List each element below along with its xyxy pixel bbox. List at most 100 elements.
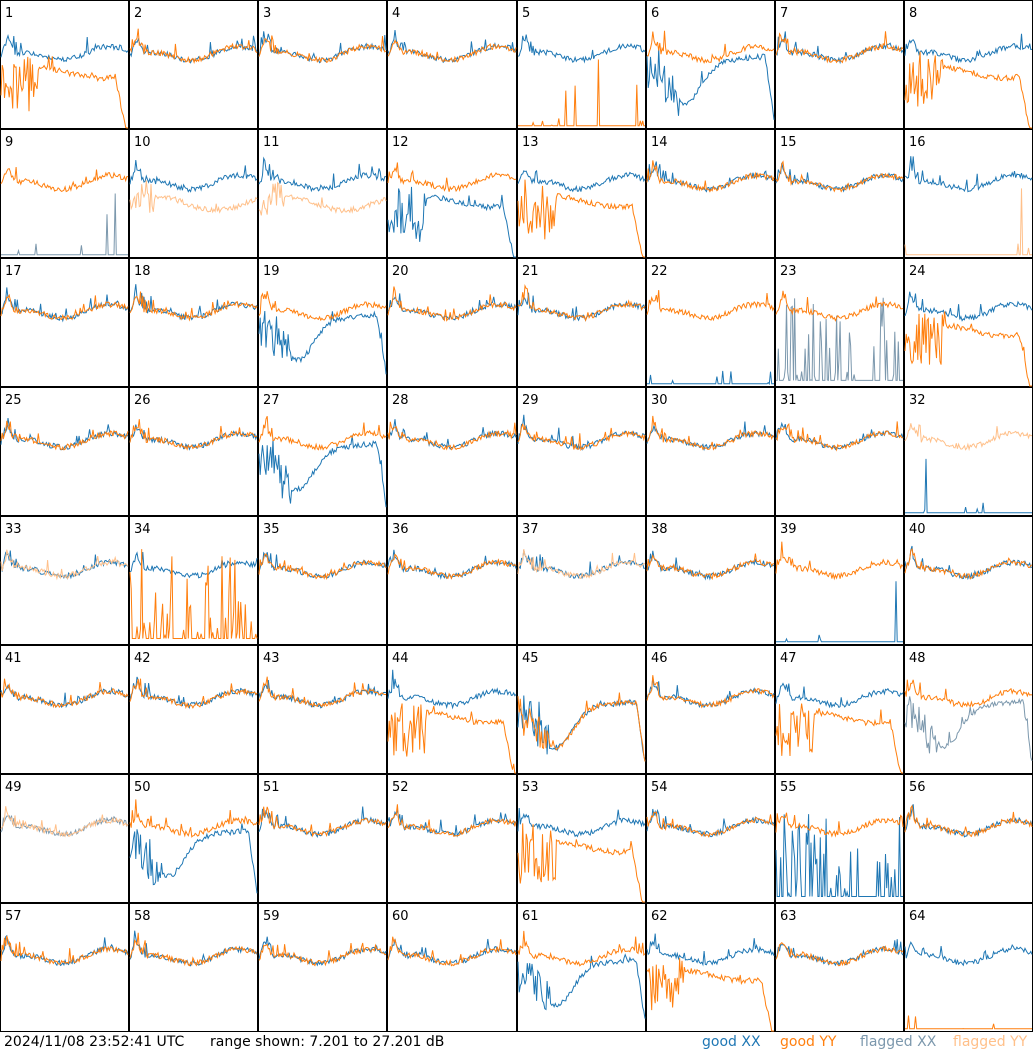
tile-label: 25 [5,393,22,408]
tile-frame [387,0,517,129]
tile-frame [387,645,517,774]
series-line-good-yy [129,549,258,639]
tile-frame [646,645,775,774]
tile-frame [775,903,904,1032]
series-line-good-yy [258,416,387,451]
antenna-tile-3: 3 [258,0,387,129]
antenna-tile-63: 63 [775,903,904,1032]
tile-label: 54 [651,780,668,795]
series-line-good-yy [258,35,387,64]
antenna-tile-56: 56 [904,774,1033,903]
tile-frame [129,0,258,129]
antenna-tile-17: 17 [0,258,129,387]
series-line-good-yy [904,547,1033,580]
antenna-tile-11: 11 [258,129,387,258]
tile-label: 24 [909,264,926,279]
series-line-good-yy [775,703,903,774]
series-line-flagged-xx [1,193,128,256]
series-line-good-yy [646,553,775,580]
series-line-good-xx [387,669,517,710]
antenna-tile-30: 30 [646,387,775,516]
tile-label: 41 [5,651,22,666]
tile-label: 58 [134,909,151,924]
series-line-good-yy [258,942,387,967]
tile-frame [517,774,646,903]
antenna-tile-26: 26 [129,387,258,516]
legend-flagged-xx: flagged XX [860,1034,937,1050]
tile-label: 33 [5,522,22,537]
series-line-good-xx [904,33,1033,64]
antenna-tile-37: 37 [517,516,646,645]
series-line-good-yy [517,179,645,258]
footer-bar: 2024/11/08 23:52:41 UTC range shown: 7.2… [0,1032,1033,1053]
tile-label: 61 [522,909,539,924]
series-line-good-yy [129,28,258,64]
series-line-good-yy [775,812,904,838]
tile-frame [646,0,775,129]
antenna-tile-43: 43 [258,645,387,774]
tile-label: 50 [134,780,151,795]
tile-label: 62 [651,909,668,924]
series-line-good-yy [387,421,517,451]
series-line-good-yy [129,419,258,451]
tile-frame [258,258,387,387]
series-line-good-yy [387,553,517,580]
tile-frame [517,0,646,129]
tile-frame [258,903,387,1032]
antenna-tile-20: 20 [387,258,517,387]
tile-frame [258,774,387,903]
tile-label: 1 [5,6,13,21]
antenna-tile-21: 21 [517,258,646,387]
series-line-good-xx [258,156,386,193]
tile-label: 14 [651,135,668,150]
series-line-good-yy [775,421,903,452]
tile-label: 21 [522,264,539,279]
series-line-flagged-xx [776,297,903,382]
tile-label: 16 [909,135,926,150]
series-line-good-xx [904,941,1033,967]
antenna-tile-57: 57 [0,903,129,1032]
tile-label: 29 [522,393,539,408]
tile-frame [129,387,258,516]
tile-label: 52 [392,780,409,795]
series-line-good-xx [258,435,387,508]
series-line-good-xx [129,823,258,894]
antenna-tile-2: 2 [129,0,258,129]
antenna-tile-44: 44 [387,645,517,774]
tile-label: 39 [780,522,797,537]
series-line-good-xx [387,419,517,450]
antenna-tile-64: 64 [904,903,1033,1032]
series-line-good-yy [258,553,387,581]
series-line-good-yy [904,51,1032,129]
antenna-tile-1: 1 [0,0,129,129]
series-line-good-yy [129,799,258,838]
tile-label: 48 [909,651,926,666]
tile-frame [0,0,129,129]
tile-label: 8 [909,6,917,21]
series-line-good-yy [387,162,517,193]
tile-frame [517,258,646,387]
tile-frame [904,645,1033,774]
antenna-tile-33: 33 [0,516,129,645]
series-line-good-xx [646,161,775,193]
series-line-good-xx [647,370,774,385]
tile-label: 20 [392,264,409,279]
antenna-tile-27: 27 [258,387,387,516]
tile-frame [0,774,129,903]
tile-label: 30 [651,393,668,408]
tile-label: 64 [909,909,926,924]
antenna-tile-42: 42 [129,645,258,774]
legend-flagged-yy: flagged YY [953,1034,1028,1050]
tile-label: 45 [522,651,539,666]
antenna-tile-35: 35 [258,516,387,645]
tile-label: 36 [392,522,409,537]
tile-frame [129,774,258,903]
series-line-good-yy [646,415,775,451]
tile-label: 19 [263,264,280,279]
series-line-good-xx [517,807,646,838]
tile-label: 6 [651,6,659,21]
tile-frame [775,129,904,258]
tile-label: 47 [780,651,797,666]
antenna-tile-46: 46 [646,645,775,774]
